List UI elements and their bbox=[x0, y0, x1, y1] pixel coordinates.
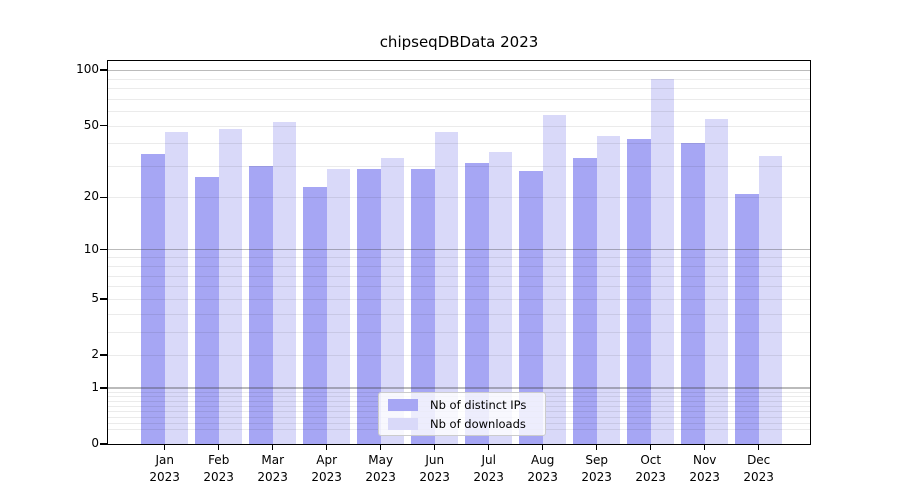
bar-downloads-jul bbox=[488, 151, 512, 444]
x-tick-mark bbox=[596, 444, 598, 450]
y-tick-label: 2 bbox=[91, 347, 99, 361]
x-tick-mark bbox=[380, 444, 382, 450]
x-tick-mark bbox=[326, 444, 328, 450]
legend-item-downloads: Nb of downloads bbox=[379, 415, 545, 432]
y-tick-label: 5 bbox=[91, 290, 99, 305]
grid-major-line bbox=[108, 69, 810, 71]
bar-ips-jul bbox=[465, 163, 489, 444]
legend-item-distinct-ips: Nb of distinct IPs bbox=[379, 396, 545, 413]
grid-minor-line bbox=[108, 98, 810, 100]
x-tick-mark bbox=[542, 444, 544, 450]
x-tick-mark bbox=[488, 444, 490, 450]
x-tick-label: Jan 2023 bbox=[149, 453, 180, 484]
x-tick-label: Apr 2023 bbox=[311, 453, 342, 484]
x-tick-label: Mar 2023 bbox=[257, 453, 288, 484]
grid-minor-line bbox=[108, 78, 810, 80]
x-tick-mark bbox=[650, 444, 652, 450]
grid-minor-line bbox=[108, 313, 810, 315]
y-tick-label: 50 bbox=[83, 117, 99, 132]
grid-minor-line bbox=[108, 197, 810, 199]
y-tick-label: 20 bbox=[83, 189, 99, 204]
bar-ips-mar bbox=[249, 165, 273, 444]
x-tick-mark bbox=[704, 444, 706, 450]
bar-downloads-nov bbox=[704, 119, 728, 444]
bar-downloads-apr bbox=[326, 168, 350, 444]
y-tick-mark bbox=[100, 298, 107, 300]
legend-swatch-distinct-ips bbox=[388, 398, 418, 411]
grid-minor-line bbox=[108, 111, 810, 113]
grid-minor-line bbox=[108, 143, 810, 145]
grid-minor-line bbox=[108, 331, 810, 333]
x-tick-mark bbox=[758, 444, 760, 450]
y-tick-label: 0 bbox=[91, 436, 99, 450]
bar-downloads-mar bbox=[272, 122, 296, 444]
bar-downloads-feb bbox=[218, 128, 242, 444]
legend-label-distinct-ips: Nb of distinct IPs bbox=[430, 397, 527, 412]
bar-downloads-may bbox=[380, 158, 404, 444]
bar-downloads-sep bbox=[596, 135, 620, 444]
x-tick-mark bbox=[434, 444, 436, 450]
chart-title: chipseqDBData 2023 bbox=[379, 33, 539, 51]
grid-minor-line bbox=[108, 88, 810, 90]
y-tick-label: 100 bbox=[76, 62, 99, 77]
x-tick-label: Nov 2023 bbox=[689, 453, 720, 484]
x-tick-mark bbox=[218, 444, 220, 450]
y-tick-label: 1 bbox=[91, 379, 99, 394]
plot-area bbox=[108, 61, 810, 444]
bar-downloads-jan bbox=[164, 132, 188, 444]
grid-minor-line bbox=[108, 165, 810, 167]
bar-ips-jun bbox=[411, 168, 435, 444]
x-tick-label: May 2023 bbox=[365, 453, 396, 484]
legend-swatch-downloads bbox=[388, 417, 418, 430]
y-tick-mark bbox=[100, 196, 107, 199]
grid-minor-line bbox=[108, 125, 810, 127]
y-tick-mark bbox=[100, 69, 107, 71]
y-tick-mark bbox=[100, 249, 107, 251]
grid-minor-line bbox=[108, 355, 810, 356]
legend-label-downloads: Nb of downloads bbox=[430, 416, 526, 431]
x-tick-label: Feb 2023 bbox=[203, 453, 234, 484]
y-tick-mark bbox=[100, 354, 107, 356]
bar-downloads-dec bbox=[758, 156, 782, 444]
grid-minor-line bbox=[108, 266, 810, 268]
x-tick-label: Jul 2023 bbox=[473, 453, 504, 484]
x-tick-label: Oct 2023 bbox=[635, 453, 666, 484]
bar-downloads-aug bbox=[542, 115, 566, 444]
bar-ips-apr bbox=[303, 186, 327, 444]
bar-downloads-oct bbox=[650, 78, 674, 444]
bar-ips-may bbox=[357, 168, 381, 444]
bar-ips-sep bbox=[573, 158, 597, 444]
y-tick-mark bbox=[100, 124, 107, 127]
x-tick-label: Aug 2023 bbox=[527, 453, 558, 484]
grid-major-line bbox=[108, 249, 810, 251]
y-tick-mark bbox=[100, 387, 107, 389]
legend: Nb of distinct IPs Nb of downloads bbox=[378, 392, 546, 436]
x-tick-label: Dec 2023 bbox=[743, 453, 774, 484]
bar-ips-aug bbox=[519, 171, 543, 444]
x-tick-label: Jun 2023 bbox=[419, 453, 450, 484]
x-tick-mark bbox=[164, 444, 166, 450]
grid-major-line bbox=[108, 387, 810, 389]
grid-minor-line bbox=[108, 286, 810, 288]
bar-ips-feb bbox=[195, 177, 219, 444]
bar-ips-oct bbox=[627, 139, 651, 444]
grid-minor-line bbox=[108, 257, 810, 259]
y-tick-label: 10 bbox=[83, 241, 99, 256]
y-tick-mark bbox=[100, 443, 107, 445]
bar-downloads-jun bbox=[434, 132, 458, 444]
x-tick-label: Sep 2023 bbox=[581, 453, 612, 484]
bar-ips-dec bbox=[735, 193, 759, 444]
bar-ips-nov bbox=[681, 143, 705, 444]
x-tick-mark bbox=[272, 444, 274, 450]
grid-minor-line bbox=[108, 275, 810, 277]
grid-minor-line bbox=[108, 298, 810, 300]
bar-ips-jan bbox=[141, 153, 165, 444]
